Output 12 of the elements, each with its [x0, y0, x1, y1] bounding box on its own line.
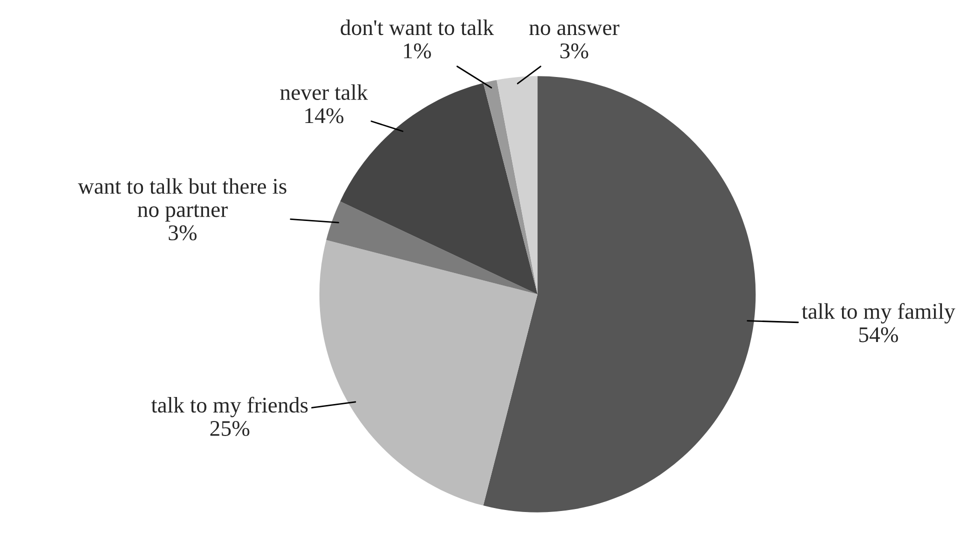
slice-label: never talk — [280, 84, 368, 100]
slice-label: want to talk but there is no partner — [78, 178, 286, 222]
data-label: 1% — [404, 43, 431, 58]
slice-label: talk to my friends — [151, 396, 308, 418]
data-label: 3% — [560, 43, 588, 58]
slice-label: no answer — [529, 24, 620, 36]
slice-label: don't want to talk — [340, 20, 494, 36]
data-label: 3% — [168, 225, 197, 240]
slice-label: talk to my family — [802, 303, 956, 324]
data-label: 25% — [210, 420, 250, 436]
data-label: 54% — [859, 327, 898, 342]
data-label: 14% — [305, 108, 344, 124]
